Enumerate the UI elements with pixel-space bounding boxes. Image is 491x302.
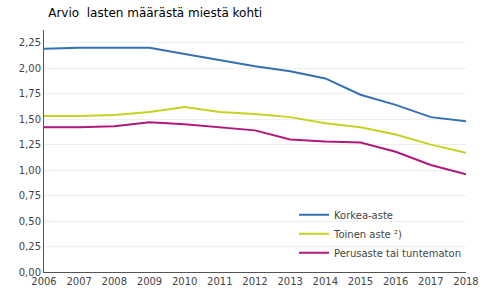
svg-text:2007: 2007 [66, 276, 91, 287]
svg-text:2009: 2009 [137, 276, 162, 287]
svg-text:2006: 2006 [31, 276, 56, 287]
svg-text:2011: 2011 [207, 276, 232, 287]
svg-text:2012: 2012 [242, 276, 267, 287]
svg-text:2015: 2015 [348, 276, 373, 287]
svg-text:Toinen aste ²): Toinen aste ²) [333, 229, 402, 240]
svg-text:1,50: 1,50 [19, 114, 41, 125]
svg-text:2,25: 2,25 [19, 37, 41, 48]
svg-text:2008: 2008 [102, 276, 127, 287]
svg-text:0,25: 0,25 [19, 241, 41, 252]
svg-text:0,75: 0,75 [19, 190, 41, 201]
svg-text:2017: 2017 [418, 276, 443, 287]
svg-text:0,50: 0,50 [19, 216, 41, 227]
svg-text:Perusaste tai tuntematon: Perusaste tai tuntematon [334, 248, 461, 259]
svg-text:2018: 2018 [453, 276, 478, 287]
svg-text:2014: 2014 [313, 276, 338, 287]
svg-text:0,00: 0,00 [19, 267, 41, 278]
svg-text:Arvio lasten määrästä miestä: Arvio lasten määrästä miestä kohti [48, 6, 262, 20]
svg-text:2,00: 2,00 [19, 63, 41, 74]
svg-text:1,75: 1,75 [19, 88, 41, 99]
svg-text:2013: 2013 [277, 276, 302, 287]
svg-text:2010: 2010 [172, 276, 197, 287]
svg-text:2016: 2016 [383, 276, 408, 287]
svg-text:1,00: 1,00 [19, 165, 41, 176]
svg-text:Korkea-aste: Korkea-aste [334, 210, 393, 221]
svg-text:1,25: 1,25 [19, 139, 41, 150]
